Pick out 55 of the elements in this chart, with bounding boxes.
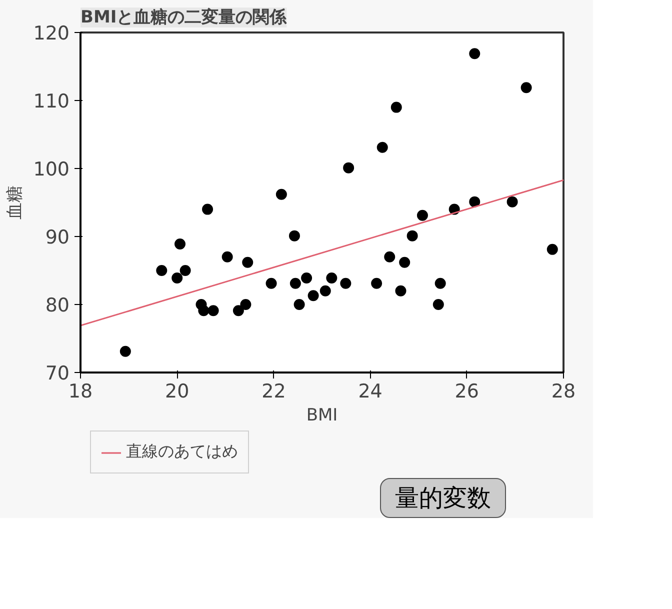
point [406, 230, 418, 242]
point [276, 188, 287, 200]
point [120, 346, 131, 357]
point [180, 265, 191, 276]
x-tick-label: 26 [454, 380, 479, 402]
point [208, 305, 219, 316]
point [202, 204, 214, 215]
point [469, 48, 480, 60]
point [326, 272, 338, 284]
x-tick-label: 22 [262, 380, 286, 402]
point [390, 102, 402, 113]
point [240, 299, 252, 310]
point [343, 162, 354, 174]
point [232, 305, 244, 316]
point [376, 142, 388, 153]
text: 量的変数 [395, 483, 491, 514]
point [395, 285, 406, 296]
point [469, 196, 480, 208]
point [308, 290, 319, 302]
y-tick-label: 110 [33, 90, 70, 112]
legend-label: 直線のあてはめ [126, 442, 238, 462]
point [506, 196, 518, 208]
point [371, 278, 382, 289]
x-tick-label: 24 [358, 380, 382, 402]
x-tick-label: 20 [165, 380, 190, 402]
point [174, 238, 186, 250]
point [384, 251, 396, 262]
point [222, 251, 233, 262]
point [416, 210, 428, 221]
point [242, 256, 254, 268]
point [399, 256, 410, 268]
point [198, 305, 210, 316]
point [288, 230, 300, 242]
point [172, 272, 183, 284]
y-tick-label: 80 [45, 294, 70, 316]
y-tick-label: 90 [45, 226, 70, 248]
point [290, 278, 301, 289]
point [320, 285, 331, 296]
y-tick-label: 120 [33, 22, 70, 44]
y-tick-label: 100 [33, 158, 70, 180]
point [434, 278, 446, 289]
point [340, 278, 352, 289]
point [432, 299, 444, 310]
point [546, 244, 558, 255]
chart-title: BMIと血糖の二変量の関係 [80, 8, 288, 28]
point [301, 272, 312, 284]
x-tick-label: 18 [68, 380, 93, 402]
y-tick-label: 70 [45, 362, 70, 384]
point [266, 278, 277, 289]
y-axis-title: 血糖 [5, 186, 26, 220]
x-tick-label: 28 [551, 380, 576, 402]
point [294, 299, 305, 310]
point [156, 265, 168, 276]
point [520, 82, 532, 94]
x-axis-title: BMI [306, 406, 338, 426]
